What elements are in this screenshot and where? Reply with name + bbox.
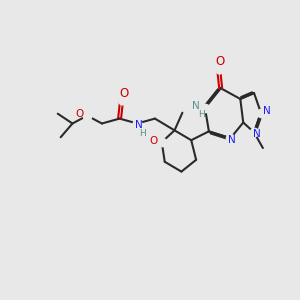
Text: N: N (263, 106, 271, 116)
Text: N: N (135, 121, 143, 130)
Text: H: H (198, 110, 204, 119)
Text: O: O (75, 109, 83, 119)
Text: N: N (253, 129, 261, 139)
Text: O: O (150, 136, 158, 146)
Text: N: N (192, 101, 200, 111)
Text: H: H (139, 129, 146, 138)
Text: O: O (119, 87, 128, 100)
Text: N: N (228, 135, 235, 145)
Text: O: O (215, 55, 224, 68)
